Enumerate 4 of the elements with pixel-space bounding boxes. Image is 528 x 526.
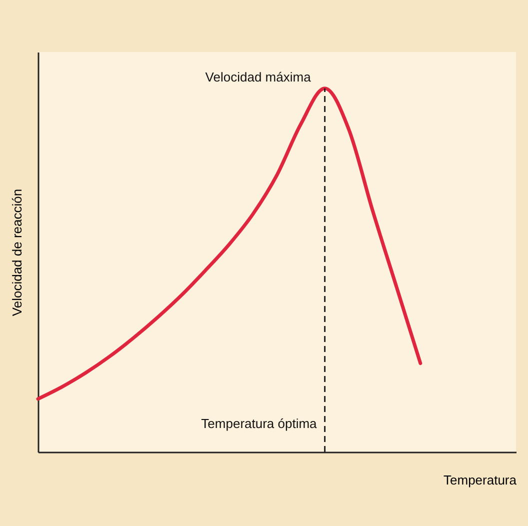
- text: Velocidad máxima: [205, 69, 312, 84]
- y-axis-title: Velocidad de reacción: [10, 188, 24, 316]
- x-axis-title: Temperatura: [444, 472, 518, 488]
- annotation: Temperatura óptima: [201, 416, 318, 431]
